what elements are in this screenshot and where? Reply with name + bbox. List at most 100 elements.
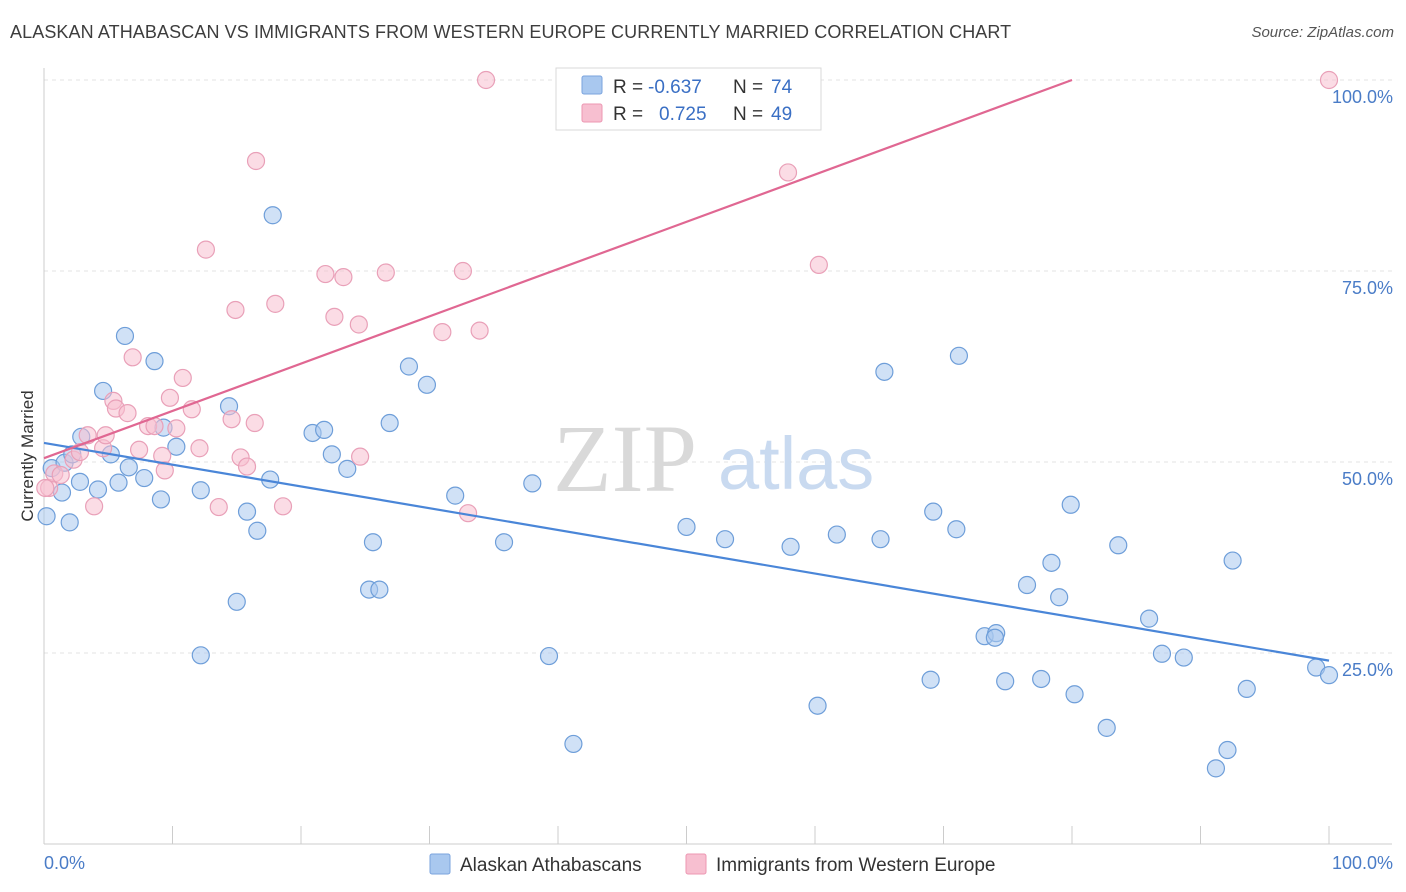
athabascan-point-12 <box>115 326 135 346</box>
athabascan-point-55 <box>985 628 1005 647</box>
athabascan-point-48 <box>875 362 894 381</box>
legend-n-value-2: 49 <box>771 104 792 125</box>
athabascan-point-24 <box>248 521 267 540</box>
athabascan-point-44 <box>781 537 800 556</box>
athabascan-trend-line <box>43 441 1330 662</box>
western-europe-point-34 <box>325 307 344 326</box>
series-immigrants-western-europe <box>36 69 1339 523</box>
athabascan-point-47 <box>871 530 890 549</box>
athabascan-point-16 <box>151 490 171 509</box>
western-europe-point-17 <box>155 461 174 480</box>
legend-r-value-2: 0.725 <box>659 104 707 125</box>
athabascan-point-29 <box>322 445 341 464</box>
athabascan-point-71 <box>1237 679 1256 699</box>
athabascan-point-51 <box>947 520 966 539</box>
athabascan-point-45 <box>808 696 827 715</box>
western-europe-point-32 <box>273 497 293 516</box>
athabascan-point-66 <box>1152 644 1172 663</box>
athabascan-point-37 <box>446 486 465 505</box>
series-alaskan-athabascans <box>37 206 1339 778</box>
legend-swatch-pink <box>581 103 603 123</box>
legend-n-label-2: N = <box>733 104 763 125</box>
western-europe-point-2 <box>51 465 70 485</box>
western-europe-point-38 <box>376 263 395 282</box>
axes <box>43 68 1392 845</box>
western-europe-point-26 <box>226 300 245 320</box>
x-tick-label-min: 0.0% <box>44 853 85 873</box>
athabascan-point-15 <box>145 352 164 371</box>
western-europe-point-19 <box>167 419 186 438</box>
western-europe-point-43 <box>476 70 496 90</box>
western-europe-point-48 <box>36 478 55 498</box>
athabascan-point-58 <box>1032 669 1051 689</box>
athabascan-point-26 <box>263 206 282 225</box>
chart-title: ALASKAN ATHABASCAN VS IMMIGRANTS FROM WE… <box>10 22 1012 42</box>
bottom-legend: Alaskan Athabascans Immigrants from West… <box>429 853 995 876</box>
athabascan-point-39 <box>523 474 542 493</box>
western-europe-point-20 <box>173 368 192 388</box>
athabascan-point-38 <box>494 533 514 552</box>
athabascan-point-13 <box>119 458 138 477</box>
bottom-legend-swatch-pink <box>685 853 707 875</box>
athabascan-point-67 <box>1174 648 1193 667</box>
athabascan-point-57 <box>1017 575 1037 595</box>
athabascan-point-60 <box>1050 588 1069 607</box>
athabascan-point-41 <box>564 734 583 754</box>
grid-lines <box>44 79 1392 654</box>
y-tick-labels: 25.0% 50.0% 75.0% 100.0% <box>1332 87 1393 680</box>
western-europe-point-18 <box>160 388 180 407</box>
athabascan-point-40 <box>539 646 559 666</box>
western-europe-point-29 <box>245 413 264 433</box>
western-europe-point-46 <box>809 255 828 274</box>
x-ticks <box>43 826 1330 844</box>
western-europe-point-33 <box>316 264 335 284</box>
western-europe-point-13 <box>129 440 149 459</box>
western-europe-point-45 <box>778 163 798 182</box>
western-europe-point-31 <box>266 294 285 313</box>
athabascan-point-64 <box>1109 536 1128 555</box>
western-europe-point-40 <box>453 261 473 281</box>
athabascan-point-4 <box>60 513 79 532</box>
western-europe-point-47 <box>1319 70 1339 90</box>
athabascan-point-6 <box>70 472 90 491</box>
western-europe-point-6 <box>85 497 104 516</box>
athabascan-point-0 <box>37 507 56 526</box>
athabascan-point-63 <box>1097 718 1116 737</box>
athabascan-point-8 <box>88 480 108 499</box>
athabascan-point-59 <box>1042 553 1061 572</box>
athabascan-point-33 <box>370 580 389 599</box>
western-europe-point-25 <box>222 410 241 429</box>
athabascan-point-28 <box>315 420 334 440</box>
athabascan-point-32 <box>363 533 383 552</box>
athabascan-point-42 <box>677 517 696 537</box>
athabascan-point-46 <box>827 525 846 544</box>
athabascan-point-36 <box>417 375 437 394</box>
athabascan-point-56 <box>996 672 1015 691</box>
athabascan-point-11 <box>109 473 128 492</box>
athabascan-point-49 <box>921 670 940 689</box>
athabascan-point-61 <box>1061 495 1080 514</box>
athabascan-point-30 <box>338 459 357 478</box>
western-europe-point-39 <box>433 323 452 342</box>
athabascan-point-50 <box>924 502 943 521</box>
legend-n-label-1: N = <box>733 77 763 98</box>
watermark-zip: ZIP <box>553 405 697 512</box>
legend-r-label-1: R = <box>613 77 643 98</box>
athabascan-point-35 <box>399 357 419 376</box>
athabascan-point-23 <box>237 502 257 521</box>
athabascan-point-34 <box>380 413 399 433</box>
legend-swatch-blue <box>581 75 603 95</box>
western-europe-point-37 <box>351 447 370 466</box>
bottom-legend-swatch-blue <box>429 853 451 875</box>
western-europe-point-11 <box>118 404 137 423</box>
watermark-atlas: atlas <box>718 422 874 505</box>
athabascan-point-52 <box>949 346 969 365</box>
athabascan-point-43 <box>715 530 735 549</box>
western-europe-point-22 <box>190 439 209 458</box>
trend-lines <box>43 78 1330 662</box>
y-axis-title: Currently Married <box>18 390 37 521</box>
western-europe-point-35 <box>334 268 353 287</box>
western-europe-point-28 <box>237 457 257 476</box>
source-label: Source: ZipAtlas.com <box>1251 24 1394 41</box>
